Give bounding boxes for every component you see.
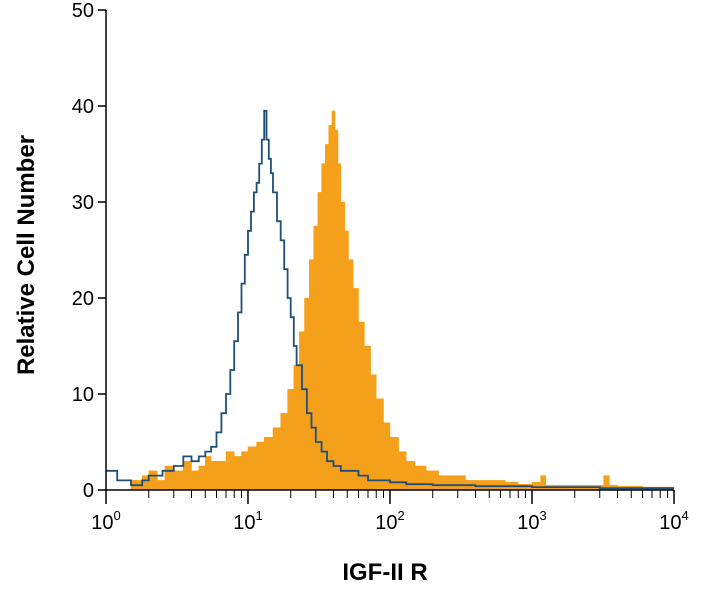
x-tick-label: 101	[233, 508, 262, 534]
ticks-layer: 0 10 20 30 40 50 100 101 102 103 104	[72, 0, 689, 534]
y-tick-label: 10	[72, 384, 94, 406]
y-tick-label: 0	[83, 480, 94, 502]
y-tick-label: 50	[72, 0, 94, 22]
x-tick-label: 103	[517, 508, 546, 534]
series-1-histogram-outline	[106, 109, 674, 489]
x-tick-label: 104	[659, 508, 688, 534]
x-tick-label: 100	[91, 508, 120, 534]
y-tick-label: 30	[72, 192, 94, 214]
series-0-histogram-fill	[130, 110, 675, 491]
x-tick-label: 102	[375, 508, 404, 534]
x-axis-title: IGF-II R	[342, 559, 427, 586]
y-axis-title: Relative Cell Number	[13, 135, 40, 375]
y-tick-label: 40	[72, 96, 94, 118]
series-layer	[106, 109, 675, 491]
axes-layer	[105, 10, 674, 491]
y-tick-label: 20	[72, 288, 94, 310]
